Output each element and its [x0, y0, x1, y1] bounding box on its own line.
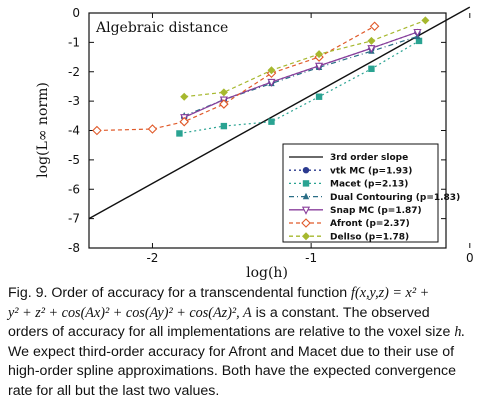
order-of-accuracy-chart: Algebraic distance -2 -1 00-1-2-3-4-5-6-7-… — [35, 6, 474, 281]
series-line — [88, 6, 471, 220]
data-point — [368, 65, 375, 73]
data-point — [315, 93, 323, 100]
chart-title: Algebraic distance — [95, 20, 228, 36]
caption-line-3-math: h. — [454, 324, 465, 341]
data-point — [267, 78, 276, 88]
y-tick-label: -6 — [68, 182, 80, 196]
legend-swatch-marker — [302, 167, 310, 174]
y-tick-label: -5 — [68, 153, 80, 167]
x-tick-label: -2 — [146, 251, 158, 265]
data-point — [176, 130, 183, 137]
caption-line-1-math: f(x,y,z) = x² + — [351, 285, 430, 301]
legend-swatch-marker — [301, 218, 311, 228]
legend-swatch-marker — [302, 192, 310, 200]
data-point — [315, 50, 324, 59]
series-line — [183, 31, 418, 118]
x-axis-label: log(h) — [246, 265, 288, 281]
data-point — [369, 21, 380, 31]
y-tick-label: -2 — [68, 65, 80, 79]
legend-label: 3rd order slope — [330, 153, 408, 163]
series-layer — [88, 6, 471, 220]
series-line — [184, 19, 426, 98]
data-point — [367, 45, 376, 54]
legend-label: Afront (p=2.37) — [330, 219, 410, 229]
legend-label: Dual Contouring (p=1.83) — [330, 193, 460, 203]
data-point — [92, 125, 102, 136]
legend-items: 3rd order slope vtk MC (p=1.93) Macet (p=2… — [289, 153, 460, 242]
data-point — [219, 88, 228, 97]
y-tick-label: -8 — [68, 241, 80, 255]
legend-label: Snap MC (p=1.87) — [330, 206, 422, 216]
legend-swatch-marker — [301, 206, 311, 215]
legend-swatch-marker — [302, 232, 310, 241]
y-tick-label: -4 — [68, 124, 80, 138]
y-tick-label: -3 — [68, 94, 80, 108]
data-point — [413, 28, 422, 38]
y-tick-label: 0 — [72, 6, 80, 20]
data-point — [180, 92, 189, 101]
data-point — [220, 122, 228, 130]
caption-line-3-text: orders of accuracy for all implementatio… — [8, 324, 455, 341]
data-point — [267, 66, 276, 75]
legend: 3rd order slope vtk MC (p=1.93) Macet (p=2… — [282, 143, 460, 243]
data-point — [219, 99, 229, 109]
series-line — [96, 25, 375, 132]
data-point — [268, 118, 275, 125]
caption-line-6: rate for all but the last two values. — [8, 382, 220, 399]
legend-label: DelIso (p=1.78) — [330, 232, 409, 242]
data-point — [367, 36, 376, 45]
caption-line-1-text: Fig. 9. Order of accuracy for a transcen… — [8, 285, 352, 301]
caption-line-5: high-order spline approximations. Both h… — [8, 363, 456, 380]
legend-box — [282, 143, 439, 243]
data-point — [415, 37, 423, 45]
series-line — [179, 40, 420, 135]
series-line — [183, 35, 418, 117]
data-point — [314, 62, 324, 71]
y-axis-label: log(L∞ norm) — [35, 82, 51, 178]
axis-ticks: -2 -1 0 0 -1 -2 -3 -4 -5 -6 -7 -8 — [68, 6, 474, 265]
figure-caption: Fig. 9. Order of accuracy for a transcen… — [8, 284, 494, 402]
caption-line-4: We expect third-order accuracy for Afron… — [8, 343, 455, 360]
legend-label: Macet (p=2.13) — [330, 180, 408, 190]
caption-line-2-text: is a constant. The observed — [251, 304, 430, 321]
legend-label: vtk MC (p=1.93) — [330, 166, 412, 176]
caption-line-2-math: y² + z² + cos(Ax)² + cos(Ay)² + cos(Az)²… — [8, 304, 252, 321]
data-point — [179, 116, 189, 127]
data-point — [147, 124, 158, 134]
y-tick-label: -1 — [68, 35, 80, 49]
x-tick-label: -1 — [305, 251, 317, 265]
y-tick-label: -7 — [68, 212, 80, 226]
data-point — [421, 16, 430, 25]
x-tick-label: 0 — [466, 251, 474, 265]
legend-swatch-marker — [302, 180, 310, 187]
